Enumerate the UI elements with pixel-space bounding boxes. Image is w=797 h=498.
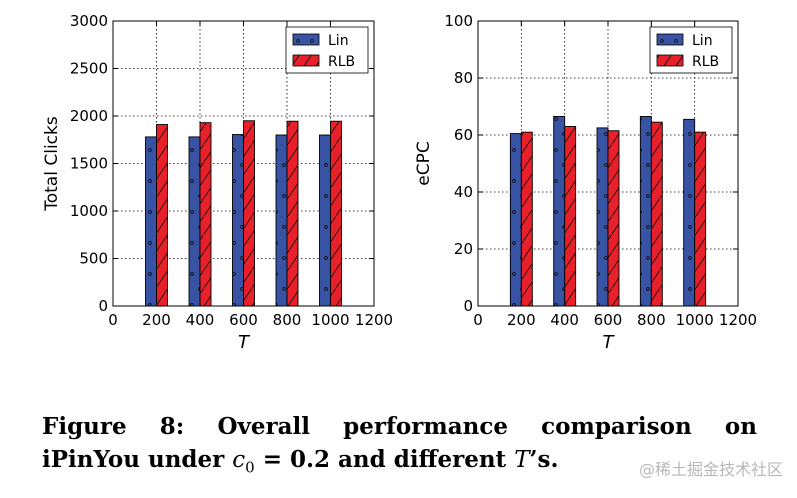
bar-hatch [597,127,608,306]
caption-word: 8: [159,413,185,440]
y-tick-label: 60 [454,126,473,144]
caption-word: performance [343,413,508,440]
y-axis-label: Total Clicks [42,116,62,212]
legend-label: RLB [328,54,355,70]
caption-word: on [724,413,757,440]
bar-hatch [683,119,695,306]
caption-text: ’s. [529,446,559,473]
bar-hatch [510,133,522,306]
y-tick-label: 3000 [70,12,108,30]
caption-text: = 0.2 and different [254,446,515,473]
bar-hatch [276,135,287,306]
bar-hatch [694,132,706,306]
y-tick-label: 80 [454,69,473,87]
bar-hatch [156,124,168,306]
caption-math-T: T [514,447,530,473]
legend-label: RLB [692,54,719,70]
x-tick-label: 1000 [676,311,714,329]
bar-hatch [564,126,576,306]
legend-swatch-hatch [657,34,683,45]
x-tick-label: 0 [473,311,483,329]
x-axis-label: T [238,332,251,353]
bar-hatch [330,121,342,306]
x-tick-label: 600 [229,311,258,329]
y-tick-label: 100 [444,12,473,30]
legend-label: Lin [328,33,349,49]
legend-swatch-hatch [293,55,319,66]
x-tick-label: 1200 [355,311,393,329]
charts-figure: 0 200 400 600 800 1000 12000500100015002000250… [42,12,757,353]
bar-hatch [651,122,663,306]
watermark: @稀土掘金技术社区 [638,460,783,479]
y-tick-label: 0 [463,297,473,315]
x-axis-label: T [603,332,616,353]
y-axis-label: eCPC [414,141,434,185]
y-tick-label: 40 [454,183,473,201]
bar-hatch [145,136,157,306]
caption-text: iPinYou under [42,446,233,473]
x-tick-label: 400 [550,311,579,329]
x-tick-label: 1200 [719,311,757,329]
y-tick-label: 20 [454,240,473,258]
caption-math-sub: 0 [245,458,255,477]
bar-hatch [189,136,200,306]
y-tick-label: 1000 [70,202,108,220]
bar-hatch [640,116,652,306]
caption-line-1: Figure 8: Overall performance comparison… [42,410,757,443]
legend-swatch-hatch [657,55,683,66]
caption-word: Overall [217,413,310,440]
caption-line-2: iPinYou under c0 = 0.2 and different T’s… [42,443,757,485]
total-clicks-chart: 0 200 400 600 800 1000 1200 0 500 1000 1500 2000 250… [42,12,393,353]
x-tick-label: 400 [186,311,215,329]
x-tick-label: 800 [637,311,666,329]
x-tick-label: 1000 [311,311,349,329]
x-tick-label: 200 [142,311,171,329]
bar-hatch [200,122,211,307]
bar-hatch [243,120,255,306]
legend-swatch-hatch [293,34,319,45]
y-tick-label: 0 [98,297,108,315]
bar-hatch [608,130,619,306]
x-tick-label: 600 [594,311,623,329]
legend-label: Lin [692,33,713,49]
x-tick-label: 800 [273,311,302,329]
y-tick-label: 500 [79,250,108,268]
bar-hatch [232,134,244,306]
y-tick-label: 2000 [70,107,108,125]
x-tick-label: 200 [507,311,536,329]
bar-hatch [287,121,298,306]
x-tick-label: 0 [108,311,118,329]
y-tick-label: 1500 [70,155,108,173]
bar-hatch [521,132,533,306]
figure-caption: Figure 8: Overall performance comparison… [42,410,757,485]
caption-word: comparison [541,413,692,440]
bar-hatch [553,116,565,306]
y-tick-label: 2500 [70,60,108,78]
bar-hatch [319,135,331,306]
caption-math-c: c [232,447,246,473]
caption-word: Figure [42,413,127,440]
